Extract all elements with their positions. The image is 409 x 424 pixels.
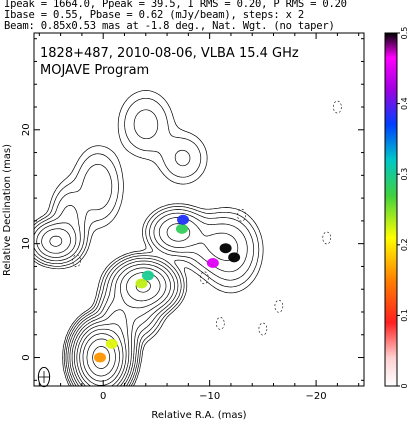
negative-contour xyxy=(274,299,284,313)
x-axis-label: Relative R.A. (mas) xyxy=(151,410,246,421)
contour-level xyxy=(41,223,191,386)
contour-level xyxy=(92,346,111,369)
negative-contour xyxy=(72,254,81,268)
polarization-spot xyxy=(228,252,241,263)
negative-contour xyxy=(258,322,268,336)
polarization-spot xyxy=(141,270,154,281)
polarization-spot xyxy=(105,338,118,349)
contour-level xyxy=(76,272,161,386)
polarization-spot xyxy=(177,214,190,225)
header-line-2: Ibase = 0.55, Pbase = 0.62 (mJy/beam), s… xyxy=(4,9,304,21)
colorbar-tick-label: 0.1 xyxy=(400,309,409,322)
contour-level xyxy=(34,97,260,386)
plot-title: 1828+487, 2010-08-06, VLBA 15.4 GHz xyxy=(40,46,299,61)
colorbar-tick-label: 0.5 xyxy=(400,27,409,40)
y-axis-label: Relative Declination (mas) xyxy=(2,144,13,276)
colorbar-ticks: 0 0.1 0.2 0.3 0.4 0.5 xyxy=(397,27,409,389)
x-tick-label: −20 xyxy=(306,391,327,402)
negative-contour xyxy=(200,271,209,285)
polarization-spot xyxy=(175,223,188,234)
contour-level xyxy=(34,90,264,386)
negative-contours xyxy=(72,100,342,336)
negative-contour xyxy=(237,208,246,222)
plot-frame xyxy=(33,32,365,387)
x-tick-label: 0 xyxy=(100,391,106,402)
negative-contour xyxy=(333,100,342,114)
polarization-spot xyxy=(206,258,219,269)
colorbar-tick-label: 0 xyxy=(400,383,409,388)
contour-level xyxy=(34,109,255,386)
polarization-spot xyxy=(135,278,148,289)
negative-contour xyxy=(215,317,225,330)
colorbar-tick-label: 0.4 xyxy=(400,97,409,110)
x-tick-label: −10 xyxy=(199,391,220,402)
y-tick-label: 20 xyxy=(21,123,32,136)
colorbar-tick-label: 0.3 xyxy=(400,168,409,181)
contour-level xyxy=(34,205,248,386)
y-tick-label: 10 xyxy=(21,237,32,250)
beam-marker xyxy=(37,366,51,388)
negative-contour xyxy=(322,231,332,245)
axis-ticks: 0 −10 −20 0 10 20 xyxy=(21,33,364,402)
colorbar-tick-label: 0.2 xyxy=(400,238,409,251)
contour-level xyxy=(79,280,151,386)
contour-level xyxy=(36,217,239,386)
contour-level xyxy=(49,235,167,386)
y-tick-label: 0 xyxy=(21,354,32,360)
colorbar xyxy=(384,32,398,387)
plot-subtitle: MOJAVE Program xyxy=(40,63,149,78)
header-line-3: Beam: 0.85x0.53 mas at -1.8 deg., Nat. W… xyxy=(4,20,335,32)
polarization-spots xyxy=(94,214,241,363)
intensity-contours xyxy=(34,90,264,386)
header-line-1: Ipeak = 1664.0, Ppeak = 39.5, I RMS = 0.… xyxy=(4,0,347,10)
polarization-spot xyxy=(94,352,106,363)
polarization-spot xyxy=(219,243,232,254)
